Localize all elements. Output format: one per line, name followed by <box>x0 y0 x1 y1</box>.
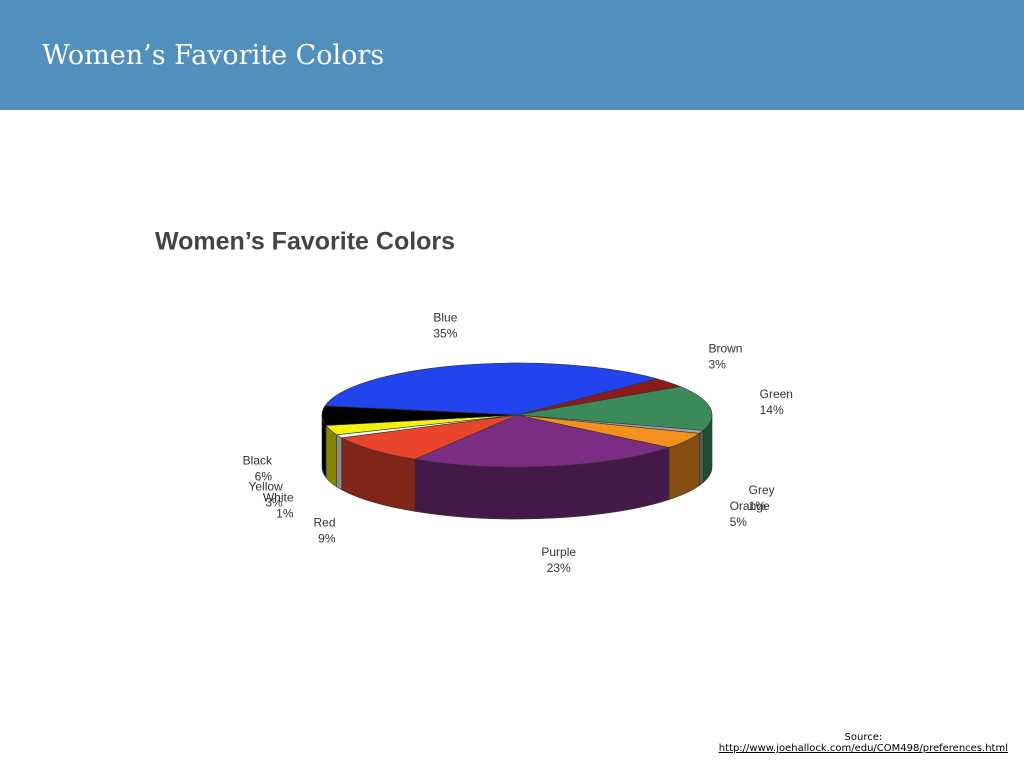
slice-label: Black <box>243 453 273 467</box>
slice <box>324 362 659 416</box>
slice-value-label: 3% <box>265 496 283 510</box>
slice-label: White <box>263 491 294 505</box>
slice-value-label: 23% <box>547 561 571 575</box>
source-label: Source: <box>844 732 883 743</box>
slice-value-label: 5% <box>730 515 748 529</box>
slice-label: Yellow <box>248 480 283 494</box>
slice-label: Red <box>313 515 335 529</box>
slice-value-label: 1% <box>276 507 294 521</box>
slice-label: Purple <box>541 545 576 559</box>
slice-label: Orange <box>730 499 770 513</box>
slice <box>340 414 518 460</box>
slice-value-label: 6% <box>255 469 273 483</box>
slice <box>413 414 671 468</box>
slice-side <box>325 424 338 488</box>
source: Source: http://www.joehallock.com/edu/CO… <box>719 732 1008 754</box>
chart: Women’s Favorite Colors Blue 35% Brown 3% Gr… <box>155 228 793 575</box>
slice-label: Grey <box>749 483 775 497</box>
slice-value-label: 14% <box>760 403 784 417</box>
slice-value-label: 1% <box>749 499 767 513</box>
slice-side <box>336 434 343 491</box>
slice-label: Green <box>760 387 793 401</box>
chart-title: Women’s Favorite Colors <box>155 228 455 256</box>
slice-label: Brown <box>708 342 742 356</box>
slice-value-label: 35% <box>433 326 457 340</box>
slice-value-label: 9% <box>318 531 336 545</box>
slice-side <box>698 429 704 487</box>
slide-title: Women’s Favorite Colors <box>42 40 385 71</box>
header: Women’s Favorite Colors <box>0 0 1024 110</box>
slice <box>321 405 518 426</box>
slice-label: Blue <box>433 310 457 324</box>
source-url[interactable]: http://www.joehallock.com/edu/COM498/pre… <box>718 743 1008 754</box>
slice-value-label: 3% <box>708 358 726 372</box>
slice <box>516 386 713 431</box>
